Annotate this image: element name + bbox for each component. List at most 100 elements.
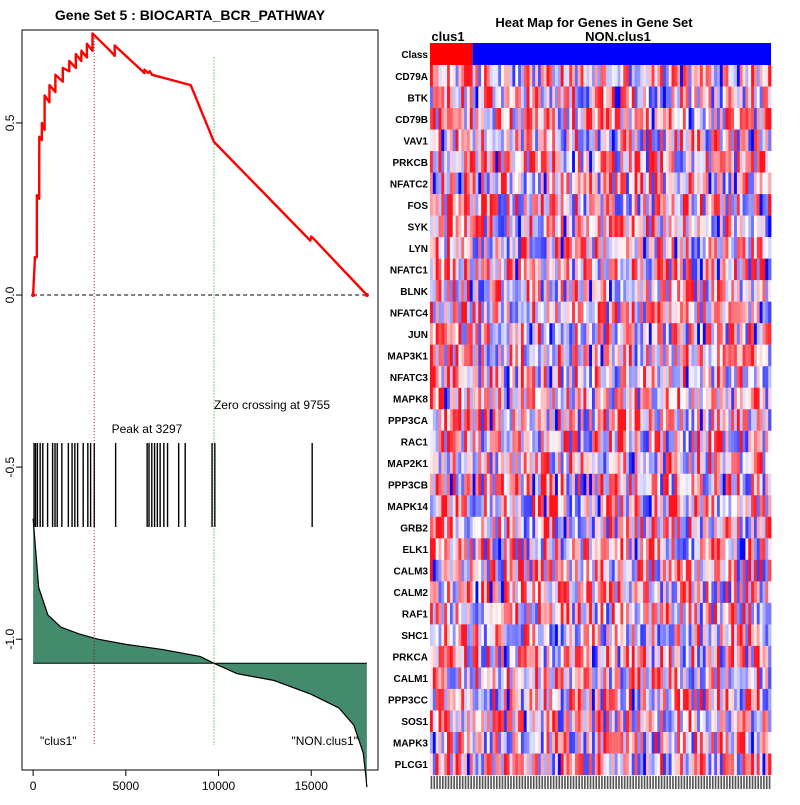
heatmap-cell: [469, 731, 474, 754]
heatmap-cell: [549, 108, 553, 130]
heatmap-cell: [529, 516, 533, 539]
heatmap-cell: [458, 516, 462, 539]
heatmap-cell: [728, 667, 732, 690]
heatmap-cell: [745, 301, 749, 324]
heatmap-cell: [685, 452, 689, 474]
heatmap-cell: [643, 151, 647, 173]
heatmap-cell: [626, 645, 630, 668]
heatmap-cell: [444, 430, 448, 453]
heatmap-cell: [614, 194, 618, 216]
heatmap-cell: [486, 258, 491, 281]
heatmap-cell: [745, 645, 749, 668]
heatmap-cell: [705, 387, 709, 410]
heatmap-cell: [631, 344, 635, 367]
heatmap-cell: [637, 237, 641, 259]
heatmap-cell: [489, 710, 493, 733]
heatmap-cell: [708, 710, 712, 733]
heatmap-cell: [634, 516, 638, 539]
heatmap-cell: [552, 172, 556, 195]
sample-label-mark: [734, 776, 737, 789]
heatmap-cell: [472, 258, 476, 281]
heatmap-cell: [452, 65, 456, 87]
heatmap-cell: [617, 495, 621, 518]
heatmap-cell: [682, 624, 687, 647]
heatmap-cell: [501, 452, 505, 474]
heatmap-cell: [563, 258, 567, 281]
heatmap-cell: [611, 387, 616, 410]
heatmap-cell: [711, 215, 715, 238]
heatmap-cell: [705, 86, 709, 109]
heatmap-cell: [682, 516, 687, 539]
heatmap-cell: [736, 559, 741, 582]
heatmap-cell: [594, 194, 599, 216]
heatmap-cell: [529, 667, 533, 690]
heatmap-cell: [526, 710, 530, 733]
heatmap-cell: [637, 602, 641, 625]
sample-label-mark: [674, 776, 677, 789]
heatmap-cell: [756, 645, 761, 668]
heatmap-cell: [677, 516, 681, 539]
heatmap-cell: [722, 301, 726, 324]
heatmap-cell: [555, 366, 559, 388]
heatmap-cell: [606, 602, 610, 625]
heatmap-cell: [626, 688, 630, 711]
heatmap-cell: [668, 667, 672, 690]
heatmap-cell: [543, 559, 547, 582]
heatmap-cell: [682, 559, 687, 582]
heatmap-cell: [447, 301, 451, 324]
heatmap-cell: [722, 129, 726, 152]
heatmap-cell: [464, 602, 468, 625]
heatmap-cell: [711, 323, 715, 345]
heatmap-cell: [481, 280, 485, 302]
heatmap-cell: [614, 602, 618, 625]
heatmap-cell: [631, 731, 635, 754]
gene-label: CALM2: [394, 588, 429, 599]
heatmap-cell: [643, 86, 647, 109]
heatmap-cell: [543, 323, 547, 345]
heatmap-cell: [560, 237, 564, 259]
heatmap-cell: [555, 710, 559, 733]
heatmap-cell: [694, 731, 698, 754]
sample-label-mark: [740, 776, 742, 789]
ranked-metric-fill: [33, 518, 367, 788]
heatmap-cell: [694, 452, 698, 474]
heatmap-cell: [634, 387, 638, 410]
heatmap-cell: [657, 452, 661, 474]
sample-label-mark: [689, 776, 691, 789]
heatmap-cell: [563, 129, 567, 152]
heatmap-cell: [699, 688, 704, 711]
heatmap-cell: [663, 753, 667, 776]
heatmap-cell: [753, 538, 758, 561]
heatmap-cell: [438, 731, 442, 754]
heatmap-cell: [665, 731, 670, 754]
heatmap-cell: [606, 430, 610, 453]
heatmap-cell: [512, 108, 516, 130]
heatmap-cell: [705, 430, 709, 453]
heatmap-cell: [594, 108, 599, 130]
heatmap-cell: [660, 344, 664, 367]
heatmap-cell: [603, 602, 607, 625]
heatmap-cell: [566, 280, 570, 302]
heatmap-cell: [714, 366, 718, 388]
heatmap-cell: [611, 581, 616, 604]
heatmap-cell: [552, 473, 556, 496]
heatmap-cell: [583, 237, 587, 259]
heatmap-cell: [611, 194, 616, 216]
heatmap-cell: [660, 86, 664, 109]
heatmap-cell: [739, 753, 743, 776]
heatmap-cell: [680, 645, 684, 668]
heatmap-cell: [665, 258, 670, 281]
heatmap-cell: [705, 409, 709, 431]
heatmap-cell: [620, 645, 624, 668]
heatmap-cell: [756, 344, 761, 367]
heatmap-cell: [734, 172, 738, 195]
heatmap-cell: [472, 495, 476, 518]
heatmap-cell: [455, 65, 459, 87]
heatmap-cell: [654, 581, 658, 604]
heatmap-cell: [435, 151, 439, 173]
heatmap-cell: [680, 258, 684, 281]
heatmap-cell: [654, 366, 658, 388]
sample-label-mark: [581, 776, 583, 789]
heatmap-cell: [657, 559, 661, 582]
heatmap-cell: [643, 710, 647, 733]
